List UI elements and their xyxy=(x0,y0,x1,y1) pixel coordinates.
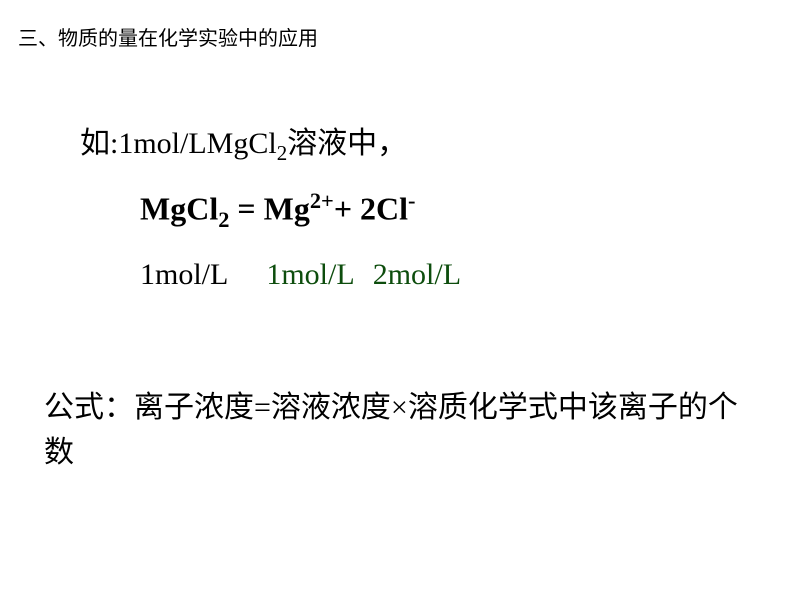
eq-plus: + xyxy=(334,191,360,227)
chemical-equation: MgCl2 = Mg2++ 2Cl- xyxy=(140,188,416,233)
concentration-row: 1mol/L 1mol/L 2mol/L xyxy=(140,258,461,292)
eq-rhs2: 2Cl xyxy=(360,191,408,227)
intro-subscript: 2 xyxy=(277,141,288,165)
eq-rhs1: Mg xyxy=(264,191,310,227)
section-header: 三、物质的量在化学实验中的应用 xyxy=(18,22,318,51)
eq-rhs1-sup: 2+ xyxy=(310,188,334,213)
conc-2: 1mol/L xyxy=(266,258,354,291)
formula-statement: 公式：离子浓度=溶液浓度×溶质化学式中该离子的个数 xyxy=(44,385,744,475)
conc-1: 1mol/L xyxy=(140,258,228,291)
example-intro: 如:1mol/LMgCl2溶液中， xyxy=(80,118,407,166)
intro-prefix: 如:1mol/LMgCl xyxy=(80,127,277,160)
eq-lhs: MgCl xyxy=(140,191,218,227)
eq-equals: = xyxy=(229,191,263,227)
conc-3: 2mol/L xyxy=(373,258,461,291)
intro-suffix: 溶液中， xyxy=(287,127,407,160)
eq-lhs-sub: 2 xyxy=(218,207,229,232)
eq-rhs2-sup: - xyxy=(408,188,415,213)
